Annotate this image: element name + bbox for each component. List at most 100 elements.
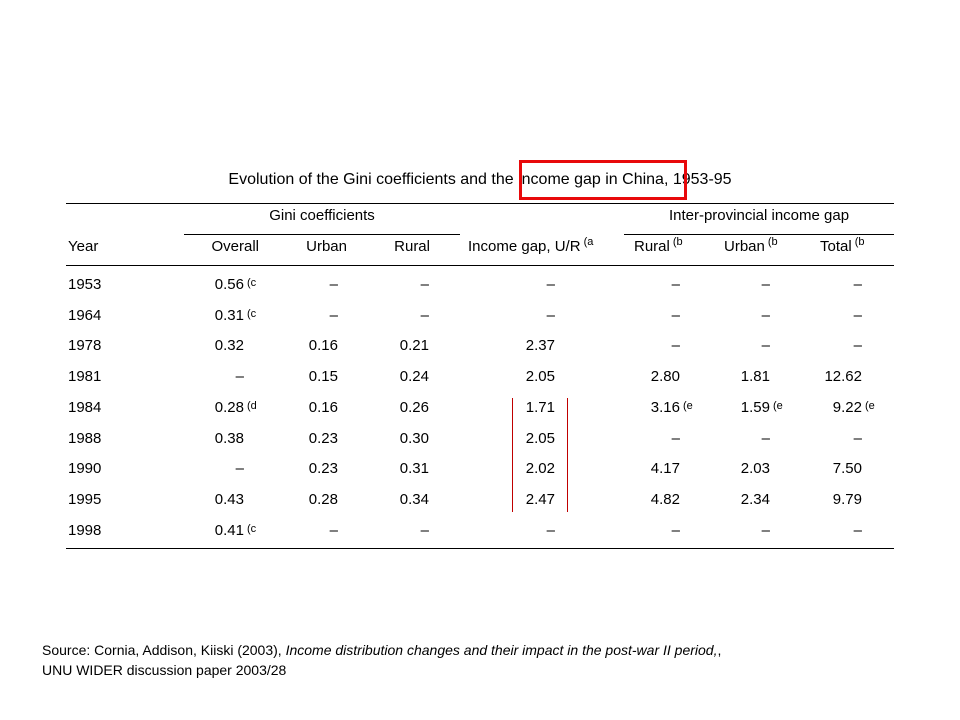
source-suffix: , UNU WIDER discussion paper 2003/28 [42,642,722,678]
col-header-ip-total-label: Total [820,238,852,255]
col-header-income-gap-label: Income gap, U/R [468,238,581,255]
col-header-ip-urban: Urban (b [724,236,778,256]
col-header-income-gap: Income gap, U/R (a [468,236,594,256]
cell-value: – [671,337,680,354]
cell-value: 0.31 [399,460,429,477]
cell-urban: – [248,307,338,325]
cell-ip-rural: – [590,337,680,355]
cell-value: – [853,276,862,293]
cell-ip-urban: 1.81 [680,368,770,386]
cell-value: – [761,276,770,293]
cell-year: 1990 [68,460,128,478]
col-header-ip-rural-label: Rural [634,238,670,255]
cell-value: 2.03 [740,460,770,477]
cell-value: 0.32 [214,337,244,354]
interprovincial-group-header: Inter-provincial income gap [668,207,850,224]
top-rule [66,203,894,204]
cell-value: 2.02 [525,460,555,477]
col-header-overall: Overall [211,238,259,255]
cell-overall: 0.43 [158,491,244,509]
cell-value: – [329,522,338,539]
cell-value: 0.31 [214,307,244,324]
cell-ip-total: 12.62 [772,368,862,386]
cell-value: 0.24 [399,368,429,385]
cell-overall: 0.41 (c [214,522,257,539]
cell-urban: 0.28 [248,491,338,509]
cell-value: 1.59 [740,399,770,416]
cell-ip-total: – [772,522,862,540]
cell-value: 9.22 [832,399,862,416]
cell-rural: 0.24 [339,368,429,386]
cell-gap: – [470,307,555,325]
cell-value: 0.15 [308,368,338,385]
cell-ip-total: – [772,307,862,325]
cell-rural: 0.31 [339,460,429,478]
footnote-a: (a [583,236,594,248]
highlight-line-left [512,398,513,512]
cell-value: 0.23 [308,460,338,477]
cell-value: – [671,430,680,447]
cell-value: 1984 [68,399,102,416]
cell-value: 1990 [68,460,102,477]
cell-value: – [329,276,338,293]
col-header-ip-urban-label: Urban [724,238,765,255]
cell-urban: – [248,276,338,294]
cell-value: 2.05 [525,430,555,447]
cell-year: 1981 [68,368,128,386]
cell-value: 0.21 [399,337,429,354]
cell-value: 0.38 [214,430,244,447]
cell-gap: 2.05 [470,368,555,386]
cell-value: – [420,307,429,324]
cell-value: 4.82 [650,491,680,508]
cell-value: – [671,522,680,539]
cell-value: 0.41 [214,522,244,539]
cell-value: 1988 [68,430,102,447]
cell-urban: 0.23 [248,460,338,478]
cell-ip-rural: – [590,276,680,294]
cell-ip-total: – [772,276,862,294]
col-header-ip-total: Total (b [820,236,865,256]
cell-urban: 0.23 [248,430,338,448]
cell-value: – [546,276,555,293]
cell-year: 1984 [68,399,128,417]
cell-value: 2.37 [525,337,555,354]
cell-ip-rural: 4.17 [590,460,680,478]
cell-value: 2.80 [650,368,680,385]
cell-ip-urban: – [680,522,770,540]
header-bottom-rule [66,265,894,266]
cell-gap: 1.71 [470,399,555,417]
footnote-b: (b [854,236,865,248]
cell-ip-rural: 3.16 (e [650,399,693,416]
cell-overall: – [158,460,244,478]
cell-ip-rural: – [590,522,680,540]
cell-value: 2.47 [525,491,555,508]
cell-value: – [420,522,429,539]
highlight-line-right [567,398,568,512]
cell-overall: 0.56 (c [214,276,257,293]
gini-group-header: Gini coefficients [269,207,375,224]
gini-group-rule [184,234,460,235]
table-title: Evolution of the Gini coefficients and t… [228,171,732,188]
cell-overall: – [158,368,244,386]
cell-rural: 0.34 [339,491,429,509]
cell-value: – [761,307,770,324]
cell-ip-total: 9.79 [772,491,862,509]
cell-rural: – [339,276,429,294]
cell-ip-urban: 2.34 [680,491,770,509]
cell-value: 12.62 [824,368,862,385]
cell-value: 9.79 [832,491,862,508]
cell-value: – [235,460,244,477]
cell-gap: 2.05 [470,430,555,448]
footnote-b: (b [767,236,778,248]
cell-value: – [853,307,862,324]
cell-value: 7.50 [832,460,862,477]
cell-value: 2.34 [740,491,770,508]
footnote-b: (b [672,236,683,248]
cell-value: – [546,307,555,324]
cell-value: 2.05 [525,368,555,385]
cell-ip-rural: – [590,307,680,325]
cell-year: 1978 [68,337,128,355]
cell-year: 1988 [68,430,128,448]
cell-value: 0.28 [214,399,244,416]
cell-rural: – [339,307,429,325]
